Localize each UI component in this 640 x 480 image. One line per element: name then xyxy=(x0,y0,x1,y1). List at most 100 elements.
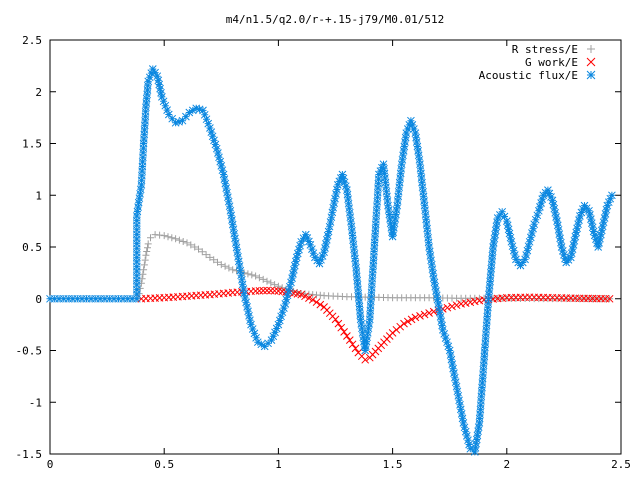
star-marker xyxy=(514,258,523,267)
star-marker xyxy=(484,299,493,308)
star-marker xyxy=(224,193,232,202)
star-marker xyxy=(487,260,496,269)
star-marker xyxy=(352,268,361,276)
star-marker xyxy=(234,257,243,266)
star-marker xyxy=(361,346,370,355)
star-marker xyxy=(598,222,607,231)
cross-marker xyxy=(420,310,429,319)
star-marker xyxy=(466,444,475,453)
star-marker xyxy=(453,387,462,396)
star-marker xyxy=(508,242,517,251)
star-marker xyxy=(224,197,233,206)
star-marker xyxy=(206,124,214,132)
star-marker xyxy=(210,136,218,145)
star-marker xyxy=(382,183,390,192)
star-marker xyxy=(445,346,454,355)
star-marker xyxy=(441,334,450,342)
star-marker xyxy=(368,274,377,283)
star-marker xyxy=(375,170,383,179)
star-marker xyxy=(328,208,337,217)
plus-marker xyxy=(168,234,176,242)
star-marker xyxy=(397,164,406,173)
star-marker xyxy=(182,112,190,121)
star-marker xyxy=(479,361,488,370)
star-marker xyxy=(345,204,354,213)
star-marker xyxy=(389,228,398,237)
star-marker xyxy=(59,294,68,303)
star-marker xyxy=(379,160,388,169)
star-marker xyxy=(245,311,253,320)
star-marker xyxy=(237,271,245,280)
star-marker xyxy=(228,216,236,224)
star-marker xyxy=(460,423,469,432)
star-marker xyxy=(318,252,327,260)
star-marker xyxy=(297,237,306,246)
star-marker xyxy=(363,328,372,337)
star-marker xyxy=(231,234,239,243)
star-marker xyxy=(141,112,150,121)
star-marker xyxy=(436,313,445,321)
star-marker xyxy=(506,233,515,242)
star-marker xyxy=(341,182,350,191)
star-marker xyxy=(553,217,561,225)
y-tick-label: 2 xyxy=(35,86,42,99)
star-marker xyxy=(394,187,403,196)
star-marker xyxy=(411,129,420,137)
plus-marker xyxy=(142,251,150,259)
star-marker xyxy=(253,338,262,347)
star-marker xyxy=(433,295,442,304)
star-marker xyxy=(369,256,378,265)
star-marker xyxy=(136,189,144,198)
star-marker xyxy=(462,432,471,440)
star-marker xyxy=(132,235,141,243)
star-marker xyxy=(138,158,147,166)
star-marker xyxy=(386,219,395,228)
star-marker xyxy=(390,223,398,232)
star-marker xyxy=(244,307,252,316)
star-marker xyxy=(597,230,605,239)
star-marker xyxy=(392,206,401,214)
star-marker xyxy=(322,235,331,244)
star-marker xyxy=(425,243,433,251)
star-marker xyxy=(327,213,336,222)
star-marker xyxy=(299,234,308,243)
star-marker xyxy=(485,286,494,294)
star-marker xyxy=(132,244,141,253)
plus-marker xyxy=(198,248,206,256)
star-marker xyxy=(228,220,237,229)
star-marker xyxy=(429,274,438,282)
star-marker xyxy=(482,325,491,334)
cross-marker xyxy=(255,286,264,295)
plus-marker xyxy=(274,282,282,290)
cross-marker xyxy=(443,303,452,312)
star-marker xyxy=(474,423,483,431)
star-marker xyxy=(292,253,301,262)
plus-marker xyxy=(217,261,225,269)
star-marker xyxy=(524,242,533,251)
cross-marker xyxy=(308,295,317,304)
star-marker xyxy=(372,211,381,220)
star-marker xyxy=(485,281,494,290)
star-marker xyxy=(456,405,465,414)
cross-marker xyxy=(466,298,475,307)
star-marker xyxy=(267,336,276,344)
star-marker xyxy=(287,278,295,287)
star-marker xyxy=(588,223,597,232)
star-marker xyxy=(192,104,201,113)
star-marker xyxy=(516,261,525,270)
star-marker xyxy=(134,203,142,211)
star-marker xyxy=(551,208,560,217)
star-marker xyxy=(353,281,362,289)
star-marker xyxy=(548,196,557,205)
star-marker xyxy=(372,206,381,215)
star-marker xyxy=(408,121,417,129)
legend-swatch xyxy=(587,45,595,53)
x-tick-label: 0 xyxy=(47,458,54,471)
star-marker xyxy=(556,234,564,243)
plus-marker xyxy=(214,258,221,266)
star-marker xyxy=(238,275,246,284)
plus-marker xyxy=(278,284,286,292)
star-marker xyxy=(311,253,319,262)
plus-marker xyxy=(255,274,263,282)
star-marker xyxy=(250,329,259,338)
